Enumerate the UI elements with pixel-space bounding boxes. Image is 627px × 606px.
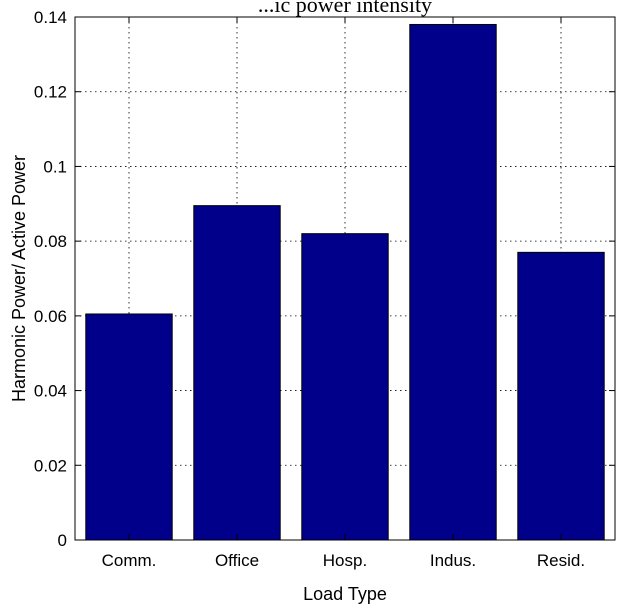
- y-axis-label: Harmonic Power/ Active Power: [9, 155, 29, 402]
- x-tick-label: Indus.: [430, 551, 476, 570]
- y-tick-label: 0.14: [34, 8, 67, 27]
- bar-indus: [409, 23, 497, 541]
- bar-office: [193, 205, 281, 541]
- x-tick-label: Resid.: [537, 551, 585, 570]
- bar-hosp: [301, 233, 389, 541]
- y-tick-label: 0.04: [34, 382, 67, 401]
- bar-resid: [517, 251, 605, 541]
- x-tick-label: Office: [215, 551, 259, 570]
- y-tick-label: 0.06: [34, 307, 67, 326]
- y-tick-label: 0: [58, 531, 67, 550]
- y-tick-label: 0.1: [43, 157, 67, 176]
- x-tick-label: Hosp.: [323, 551, 367, 570]
- bars: [85, 23, 605, 541]
- y-tick-label: 0.02: [34, 456, 67, 475]
- bar-comm: [85, 313, 173, 541]
- x-tick-label: Comm.: [102, 551, 157, 570]
- chart-title: ...ic power intensity: [258, 0, 432, 17]
- y-tick-label: 0.12: [34, 83, 67, 102]
- x-axis-label: Load Type: [303, 584, 387, 604]
- y-tick-label: 0.08: [34, 232, 67, 251]
- axis-ticks: 0 0.02 0.04 0.06 0.08 0.1 0.12 0.14 Comm. Office H…: [34, 8, 615, 570]
